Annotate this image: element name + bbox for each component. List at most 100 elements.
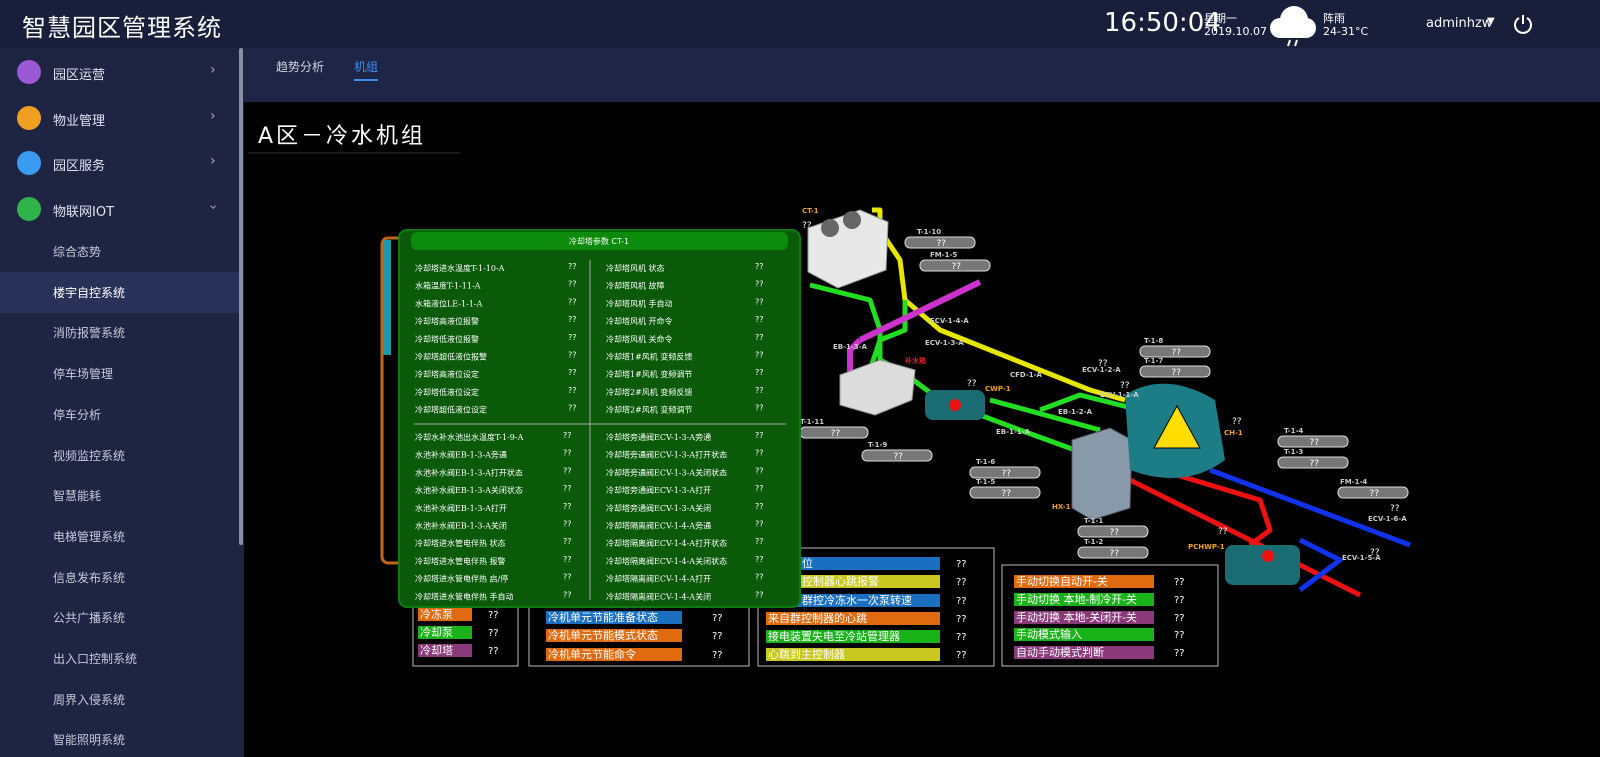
param-label: 冷却水补水池出水温度T-1-9-A [415,432,524,442]
param-label: 冷却塔旁通阀ECV-1-3-A打开 [606,485,711,495]
submenu-item[interactable]: 智慧能耗 [53,489,102,504]
menu-item[interactable]: 园区运营 [53,68,106,83]
param-value: ?? [755,537,764,546]
gauge [1277,456,1349,469]
app-title: 智慧园区管理系统 [22,14,222,42]
menu-item[interactable]: 园区服务 [53,159,106,174]
param-label: 冷却塔隔离阀ECV-1-4-A关闭 [606,591,711,601]
legend-label: 手动模式输入 [1016,627,1082,641]
tag-value: ?? [1218,527,1228,537]
tag-value: ?? [802,221,812,231]
submenu-item[interactable]: 周界入侵系统 [53,692,126,707]
submenu-item[interactable]: 综合态势 [53,245,102,259]
legend-swatch [546,629,682,642]
submenu-item[interactable]: 公共广播系统 [53,611,126,626]
legend-label: 冷却塔 [420,644,453,657]
param-value: ?? [755,368,764,377]
legend-value: ?? [712,631,723,642]
header: 智慧园区管理系统 16:50:04 星期一 2019.10.07 阵雨 24-3… [0,0,1600,48]
legend-swatch [1014,628,1154,641]
param-value: ?? [563,555,572,564]
param-value: ?? [755,280,764,289]
equipment-tag: T-1-2 [1084,538,1103,546]
legend-value: ?? [956,559,967,570]
legend-label: 控制器心跳报警 [802,574,879,588]
menu-item[interactable]: 物业管理 [53,114,106,129]
submenu-item[interactable]: 信息发布系统 [53,570,126,585]
param-value: ?? [755,449,764,458]
equipment-tag: ECV-1-2-A [1082,366,1121,374]
user-caret[interactable]: ▼ [1487,16,1495,27]
legend-box [1001,564,1219,667]
legend-swatch [1014,575,1154,588]
tag-value: ?? [1370,489,1380,499]
legend-swatch [766,557,940,570]
submenu-item[interactable]: 智能照明系统 [53,733,126,748]
menu-arrow[interactable]: › [210,108,216,124]
equipment-tag: ECV-1-1-A [1100,391,1139,399]
legend-swatch [766,594,940,607]
tab[interactable]: 趋势分析 [276,60,325,74]
legend-swatch [1014,593,1154,606]
param-value: ?? [755,297,764,306]
param-value: ?? [563,431,572,440]
menu-arrow[interactable]: › [210,153,216,169]
legend-value: ?? [1174,648,1185,659]
equipment-tag: T-1-7 [1144,357,1163,365]
submenu-item[interactable]: 楼宇自控系统 [53,285,126,300]
gauge [1337,486,1409,499]
legend-label: 冷冻泵 [420,607,453,621]
submenu-item[interactable]: 出入口控制系统 [53,652,138,666]
user-menu[interactable]: adminhzw [1426,16,1493,31]
param-label: 冷却塔旁通阀ECV-1-3-A旁通 [606,432,711,442]
power-button[interactable] [1512,13,1534,35]
param-label: 冷却塔1#风机 变频反馈 [606,352,692,362]
legend-label: 冷却泵 [420,626,453,639]
tab-underline [354,79,378,81]
gauge [969,486,1041,499]
legend-value: ?? [1174,595,1185,606]
tab[interactable]: 机组 [354,60,379,74]
tag-value: ?? [952,262,962,272]
legend-swatch [418,644,472,657]
tag-value: ?? [1172,348,1182,358]
equipment-tag: EB-1-1-A [996,428,1031,436]
equipment-tag: T-1-9 [868,441,887,449]
tag-value: ?? [1120,381,1130,391]
gauge [969,466,1041,479]
param-label: 冷却塔风机 关命令 [606,334,673,344]
param-label: 冷却塔隔离阀ECV-1-4-A旁通 [606,521,711,531]
tag-value: ?? [831,429,841,439]
active-item-bg [0,271,240,313]
tag-value: ?? [1002,489,1012,499]
menu-item[interactable]: 物联网IOT [53,205,115,220]
legend-value: ?? [1174,577,1185,588]
legend-value: ?? [956,596,967,607]
menu-arrow[interactable]: › [210,62,216,78]
legend-swatch [418,608,472,621]
submenu-item[interactable]: 电梯管理系统 [53,529,126,544]
equipment-tag: EB-1-3-A [833,343,868,351]
param-label: 水池补水阀EB-1-3-A打开状态 [415,467,523,477]
panel-title: A区－冷水机组 [258,124,426,149]
param-value: ?? [755,590,764,599]
submenu-item[interactable]: 停车分析 [53,407,102,422]
param-label: 冷却塔高液位报警 [415,316,479,326]
param-value: ?? [568,351,577,360]
equipment-tag: FM-1-4 [1340,478,1367,486]
tag-value: ?? [1002,469,1012,479]
param-value: ?? [568,404,577,413]
param-label: 冷却塔风机 开命令 [606,316,673,326]
param-value: ?? [563,573,572,582]
legend-value: ?? [1174,613,1185,624]
legend-swatch [766,612,940,625]
equipment-tag: CH-1 [1224,429,1243,437]
submenu-item[interactable]: 视频监控系统 [53,448,126,463]
param-label: 冷却塔旁通阀ECV-1-3-A打开状态 [606,450,727,460]
submenu-item[interactable]: 停车场管理 [53,367,114,382]
param-value: ?? [568,315,577,324]
param-value: ?? [755,520,764,529]
tag-value: ?? [937,239,947,249]
submenu-item[interactable]: 消防报警系统 [53,326,126,341]
